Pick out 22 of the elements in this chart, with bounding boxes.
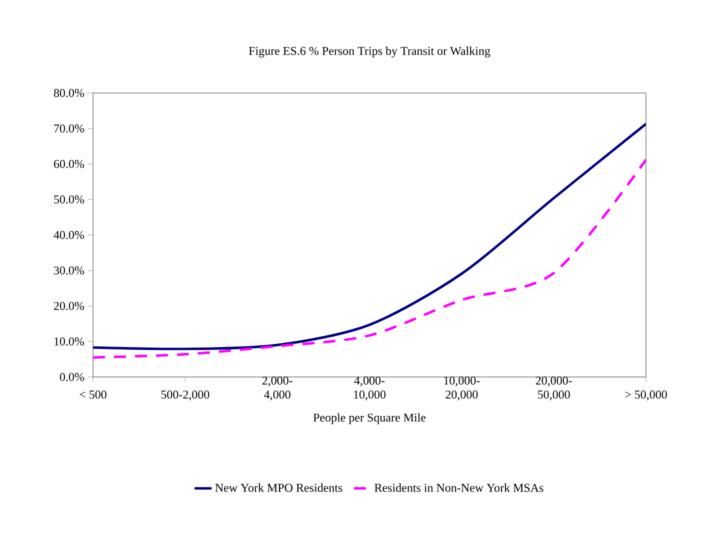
line-series — [93, 158, 646, 359]
x-tick-label: 4,000- 10,000 — [354, 376, 386, 400]
x-tick-label: 20,000- 50,000 — [536, 376, 572, 400]
x-tick-label: 2,000- 4,000 — [262, 376, 292, 400]
chart-title: Figure ES.6 % Person Trips by Transit or Walking — [248, 46, 490, 58]
legend-label: Residents in Non-New York MSAs — [374, 483, 544, 492]
y-tick-label: 0.0% — [60, 372, 84, 382]
y-tick-label: 70.0% — [54, 124, 84, 133]
x-tick-label: < 500 — [80, 390, 106, 399]
x-tick-label: 500-2,000 — [161, 390, 210, 400]
y-tick-label: 30.0% — [54, 266, 84, 275]
y-tick-label: 60.0% — [54, 160, 84, 168]
y-tick-label: 20.0% — [54, 302, 84, 310]
line-series — [93, 122, 646, 350]
y-tick-label: 10.0% — [54, 337, 84, 346]
legend-label: New York MPO Residents — [215, 483, 342, 492]
y-tick-label: 80.0% — [54, 88, 84, 98]
x-tick-label: > 50,000 — [625, 390, 667, 400]
y-tick-label: 50.0% — [54, 195, 84, 204]
x-axis-title: People per Square Mile — [313, 413, 426, 424]
y-tick-label: 40.0% — [54, 230, 84, 240]
x-tick-label: 10,000- 20,000 — [444, 376, 480, 400]
